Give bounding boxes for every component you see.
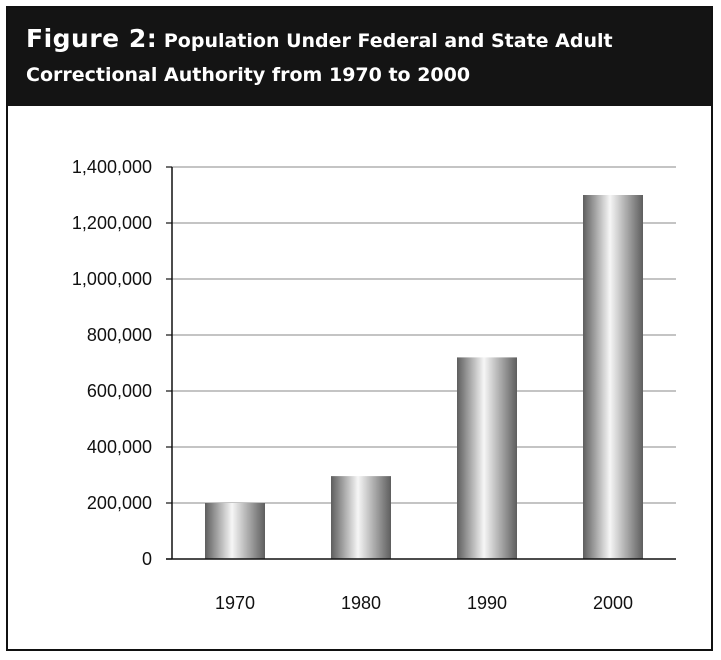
bar-1990 [457, 357, 517, 559]
figure-label: Figure 2: [26, 24, 158, 53]
y-tick-label: 1,000,000 [72, 269, 152, 289]
figure-title-part-1: Population Under Federal and State Adult [163, 30, 613, 52]
bar-1980 [331, 476, 391, 559]
bar-2000 [583, 195, 643, 559]
y-tick-label: 1,200,000 [72, 213, 152, 233]
y-tick-label: 400,000 [87, 437, 152, 457]
bar-1970 [205, 503, 265, 559]
title-line-1: Figure 2: Population Under Federal and S… [26, 22, 693, 58]
x-tick-label: 1970 [215, 593, 255, 613]
figure-title-part-2: Correctional Authority from 1970 to 2000 [26, 64, 471, 86]
x-tick-label: 1990 [467, 593, 507, 613]
y-tick-label: 600,000 [87, 381, 152, 401]
y-tick-label: 200,000 [87, 493, 152, 513]
y-tick-label: 1,400,000 [72, 157, 152, 177]
figure-header: Figure 2: Population Under Federal and S… [8, 8, 711, 106]
x-tick-label: 2000 [593, 593, 633, 613]
y-tick-label: 0 [142, 549, 152, 569]
x-tick-label: 1980 [341, 593, 381, 613]
y-tick-label: 800,000 [87, 325, 152, 345]
